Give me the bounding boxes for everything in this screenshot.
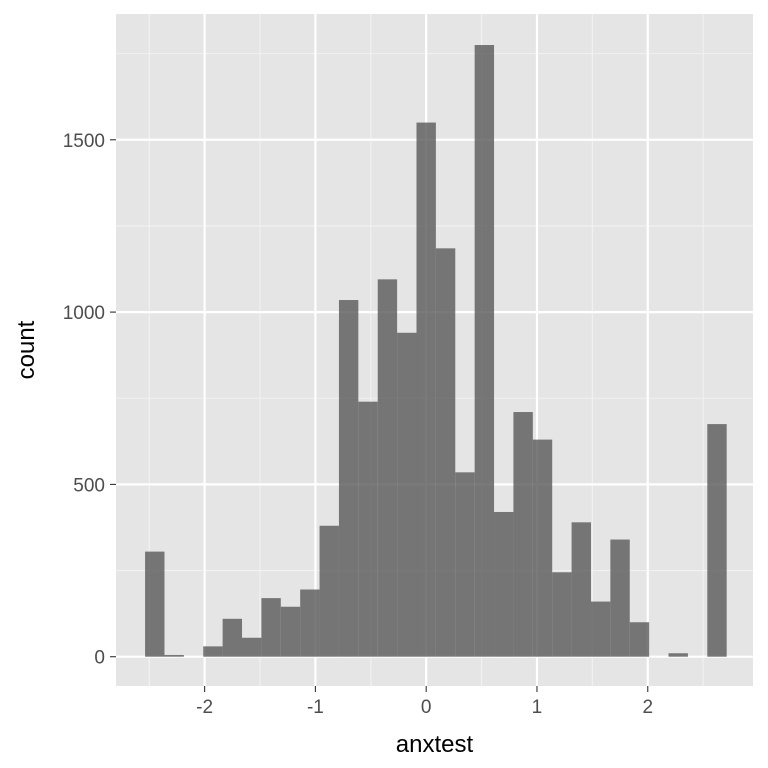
x-tick-label: 2 xyxy=(642,697,653,718)
histogram-bar xyxy=(552,572,572,657)
histogram-bar xyxy=(513,412,533,657)
histogram-bar xyxy=(203,646,223,657)
histogram-bar xyxy=(532,439,553,657)
histogram-bar xyxy=(571,522,591,657)
y-tick-label: 1500 xyxy=(63,131,105,152)
histogram-bar xyxy=(707,424,727,657)
histogram-bar xyxy=(494,511,514,657)
x-axis-title: anxtest xyxy=(396,731,474,758)
histogram-bar xyxy=(358,401,378,657)
y-tick-label: 500 xyxy=(73,475,105,496)
x-tick-label: -2 xyxy=(196,697,213,718)
x-tick-label: -1 xyxy=(307,697,324,718)
histogram-bar xyxy=(590,601,611,657)
x-tick-label: 1 xyxy=(532,697,543,718)
y-tick-label: 0 xyxy=(94,648,105,669)
histogram-bar xyxy=(338,300,359,657)
histogram-bar xyxy=(242,637,262,657)
histogram-bar xyxy=(668,653,688,657)
histogram-bar xyxy=(610,539,630,657)
histogram-bar xyxy=(377,279,398,657)
y-tick-label: 1000 xyxy=(63,303,105,324)
histogram-bar xyxy=(145,551,165,657)
histogram-bar xyxy=(300,589,320,657)
histogram-bar xyxy=(222,618,243,657)
histogram-bar xyxy=(435,248,456,657)
histogram-bar xyxy=(416,122,436,657)
x-axis-ticks: -2 -1 0 1 2 xyxy=(196,686,653,718)
histogram-bar xyxy=(164,654,184,657)
histogram-bar xyxy=(397,332,417,657)
histogram-bar xyxy=(319,525,339,657)
x-tick-label: 0 xyxy=(421,697,432,718)
histogram-bar xyxy=(280,606,301,657)
histogram-bar xyxy=(455,472,475,657)
y-axis-title: count xyxy=(13,320,40,379)
histogram-bar xyxy=(629,622,650,657)
histogram-bars xyxy=(145,45,727,657)
y-axis-ticks: 0 500 1000 1500 xyxy=(63,131,116,669)
histogram-bar xyxy=(261,598,281,657)
histogram-bar xyxy=(474,45,495,657)
